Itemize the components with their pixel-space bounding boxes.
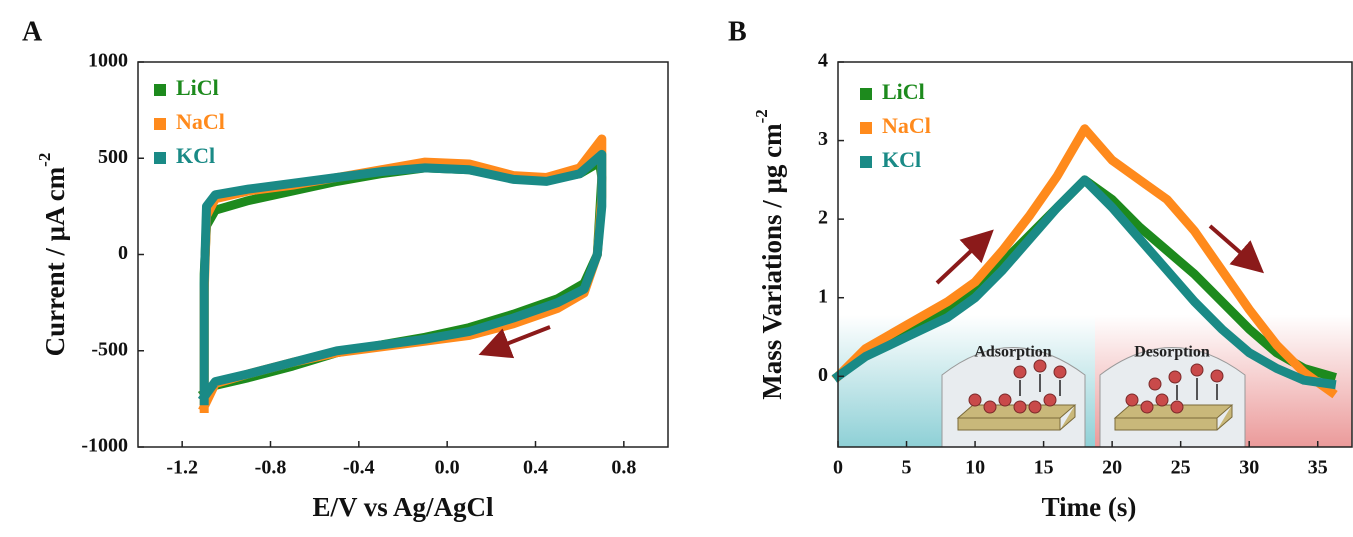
y-axis-label-superscript: -2 <box>35 153 54 167</box>
x-tick-label: 0 <box>833 457 843 479</box>
x-tick-label: 0.0 <box>435 457 460 479</box>
x-tick-label: 35 <box>1308 457 1328 479</box>
x-tick-label: -0.4 <box>343 457 375 479</box>
legend-marker <box>154 118 166 130</box>
direction-arrows <box>478 224 1265 359</box>
x-tick-label: 15 <box>1034 457 1054 479</box>
inset-desorption <box>1099 347 1246 448</box>
panel-label: A <box>22 16 43 47</box>
x-tick-label: 30 <box>1239 457 1259 479</box>
y-tick-label: 500 <box>98 146 128 168</box>
y-tick-label: 3 <box>818 128 828 150</box>
ion-arrows <box>1019 374 1218 400</box>
x-tick-label: -1.2 <box>166 457 198 479</box>
y-tick-label: 2 <box>818 207 828 229</box>
x-tick-label: 25 <box>1171 457 1191 479</box>
inset-adsorption <box>941 347 1086 448</box>
series-line <box>197 149 607 406</box>
x-tick-label: 5 <box>902 457 912 479</box>
x-tick-label: 10 <box>965 457 985 479</box>
legend-marker <box>860 88 872 100</box>
x-axis-label: Time (s) <box>1042 492 1137 522</box>
x-tick-label: -0.8 <box>255 457 287 479</box>
y-axis-label: Mass Variations / μg cm-2 <box>752 109 787 400</box>
y-tick-label: -500 <box>91 338 128 360</box>
plot-frame <box>837 61 1353 448</box>
plot-lines <box>197 124 1338 413</box>
legend-label: LiCl <box>882 79 925 104</box>
y-tick-label: -1000 <box>81 435 128 457</box>
y-tick-label: 0 <box>118 242 128 264</box>
x-tick-label: 0.8 <box>611 457 636 479</box>
y-tick-label: 4 <box>818 50 828 72</box>
legend-label: KCl <box>176 143 215 168</box>
legend-marker <box>860 156 872 168</box>
legend-label: KCl <box>882 147 921 172</box>
x-tick-label: 20 <box>1102 457 1122 479</box>
y-axis-label-text: Current / μA cm <box>40 166 70 356</box>
series-line <box>831 175 1337 390</box>
ions <box>968 359 1224 414</box>
legend-marker <box>154 84 166 96</box>
time-arrow <box>935 229 994 285</box>
panel-label: B <box>728 16 747 47</box>
legend-label: NaCl <box>176 109 225 134</box>
insets: Adsorption Desorption <box>941 344 1246 448</box>
y-axis-label-superscript: -2 <box>752 109 771 123</box>
legend-marker <box>154 152 166 164</box>
y-axis-label: Current / μA cm-2 <box>35 153 70 357</box>
legend-label: NaCl <box>882 113 931 138</box>
time-arrow <box>1208 224 1265 274</box>
x-axis-label: E/V vs Ag/AgCl <box>312 492 494 522</box>
y-axis-label-text: Mass Variations / μg cm <box>757 123 787 400</box>
y-tick-label: 1000 <box>88 50 128 72</box>
x-tick-label: 0.4 <box>523 457 548 479</box>
inset-label: Desorption <box>1134 344 1210 361</box>
y-tick-label: 0 <box>818 364 828 386</box>
legend-label: LiCl <box>176 75 219 100</box>
y-tick-label: 1 <box>818 285 828 307</box>
series-line <box>831 124 1338 399</box>
legend-marker <box>860 122 872 134</box>
scan-arrow <box>478 325 551 359</box>
inset-label: Adsorption <box>974 344 1051 361</box>
series-line <box>197 157 607 400</box>
